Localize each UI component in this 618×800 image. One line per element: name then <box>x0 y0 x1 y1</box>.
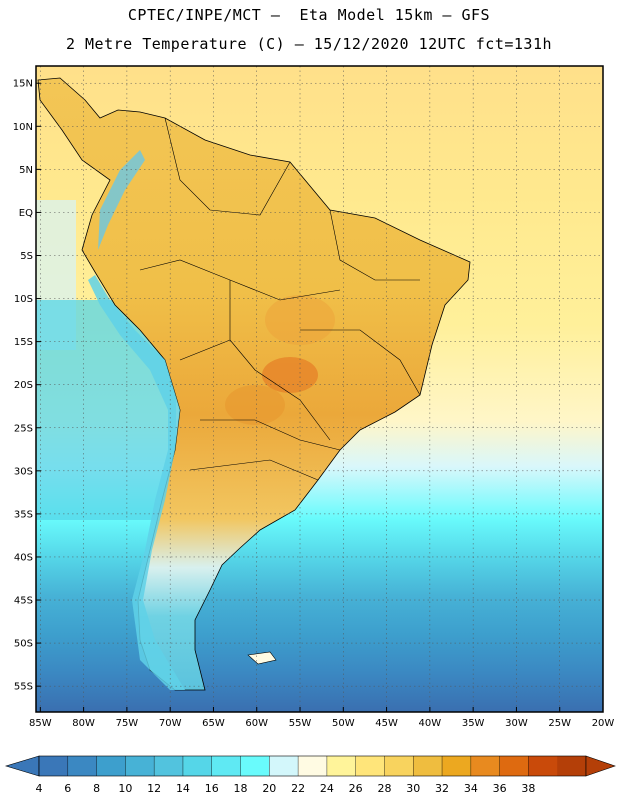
colorbar-label: 8 <box>93 782 100 795</box>
lat-tick-label: 10N <box>13 122 33 133</box>
lat-tick-label: 50S <box>14 639 33 650</box>
lat-tick-label: 45S <box>14 596 33 607</box>
colorbar-label: 32 <box>435 782 449 795</box>
colorbar-swatch <box>326 756 356 776</box>
lat-tick-label: 15S <box>14 337 33 348</box>
colorbar-swatch <box>182 756 213 776</box>
lon-tick-label: 80W <box>72 718 95 729</box>
colorbar-swatch <box>470 756 500 776</box>
lon-tick-label: 65W <box>202 718 225 729</box>
lat-tick-label: 15N <box>13 79 33 90</box>
lat-tick-label: 35S <box>14 509 33 520</box>
colorbar-swatch <box>96 756 126 776</box>
colorbar-label: 6 <box>64 782 71 795</box>
colorbar-swatch <box>442 756 472 776</box>
lat-tick-label: 30S <box>14 466 33 477</box>
graticule <box>36 66 603 712</box>
colorbar-swatch <box>240 756 270 776</box>
colorbar-label: 36 <box>493 782 507 795</box>
colorbar-label: 4 <box>36 782 43 795</box>
lon-tick-label: 20W <box>592 718 615 729</box>
colorbar-swatch <box>211 756 241 776</box>
lon-tick-label: 35W <box>462 718 485 729</box>
hot-region-center <box>265 295 335 345</box>
colorbar-label: 18 <box>234 782 248 795</box>
colorbar-swatch <box>125 756 155 776</box>
colorbar-swatch <box>499 756 529 776</box>
lat-tick-label: 40S <box>14 552 33 563</box>
colorbar-swatch <box>355 756 385 776</box>
colorbar-label: 16 <box>205 782 219 795</box>
map-plot-area <box>36 66 603 712</box>
chart-title-line-1: CPTEC/INPE/MCT – Eta Model 15km – GFS <box>127 6 491 24</box>
colorbar-label: 28 <box>377 782 391 795</box>
hot-spot-chaco <box>225 385 285 425</box>
colorbar-swatch <box>413 756 443 776</box>
colorbar-swatch <box>528 756 558 776</box>
lon-tick-label: 55W <box>289 718 312 729</box>
lon-tick-label: 50W <box>332 718 355 729</box>
hot-spot-core <box>262 357 318 393</box>
lon-tick-label: 30W <box>505 718 528 729</box>
lat-tick-label: 5N <box>19 165 33 176</box>
lat-tick-label: 5S <box>20 251 33 262</box>
colorbar-label: 34 <box>464 782 478 795</box>
colorbar-swatch <box>384 756 414 776</box>
longitude-axis: 85W 80W 75W 70W 65W 60W 55W 50W 45W 40W 35W 30W 25W 2… <box>29 707 614 729</box>
colorbar-low-arrow <box>4 755 40 777</box>
colorbar-swatch <box>269 756 299 776</box>
lon-tick-label: 45W <box>375 718 398 729</box>
colorbar-high-arrow <box>585 755 616 777</box>
colorbar-swatch <box>557 756 587 776</box>
lat-tick-label: 25S <box>14 423 33 434</box>
colombian-andes <box>98 150 145 250</box>
colorbar-swatch <box>39 756 69 776</box>
colorbar-label: 10 <box>118 782 132 795</box>
continent-landmass <box>37 77 471 691</box>
lon-tick-label: 40W <box>419 718 442 729</box>
lon-tick-label: 70W <box>159 718 182 729</box>
colorbar-label: 14 <box>176 782 190 795</box>
colorbar-label: 38 <box>521 782 535 795</box>
colorbar-swatch <box>67 756 97 776</box>
colorbar-label: 20 <box>262 782 276 795</box>
colorbar-label: 22 <box>291 782 305 795</box>
andes-cold-strip <box>88 275 185 690</box>
colorbar-label: 12 <box>147 782 161 795</box>
lat-tick-label: 55S <box>14 682 33 693</box>
colorbar-swatch <box>154 756 184 776</box>
latitude-axis: 15N 10N 5N EQ 5S 10S 15S 20S 25S 30S 35S 40S 45S 50S 5… <box>13 79 41 693</box>
lon-tick-label: 60W <box>245 718 268 729</box>
chart-title-line-2: 2 Metre Temperature (C) – 15/12/2020 12U… <box>65 35 553 53</box>
lat-tick-label: 10S <box>14 294 33 305</box>
lon-tick-label: 25W <box>548 718 571 729</box>
lat-tick-label: 20S <box>14 380 33 391</box>
map-frame <box>35 65 604 713</box>
colorbar-label: 26 <box>349 782 363 795</box>
falkland-islands <box>247 651 277 665</box>
lat-tick-label: EQ <box>19 208 33 219</box>
lon-tick-label: 75W <box>116 718 139 729</box>
colorbar-swatch <box>298 756 328 776</box>
colorbar-label: 24 <box>320 782 334 795</box>
lon-tick-label: 85W <box>29 718 52 729</box>
colorbar-legend: 4 6 8 10 12 14 16 18 20 22 24 26 28 30 32 34 36 38 <box>4 755 616 795</box>
colorbar-label: 30 <box>406 782 420 795</box>
